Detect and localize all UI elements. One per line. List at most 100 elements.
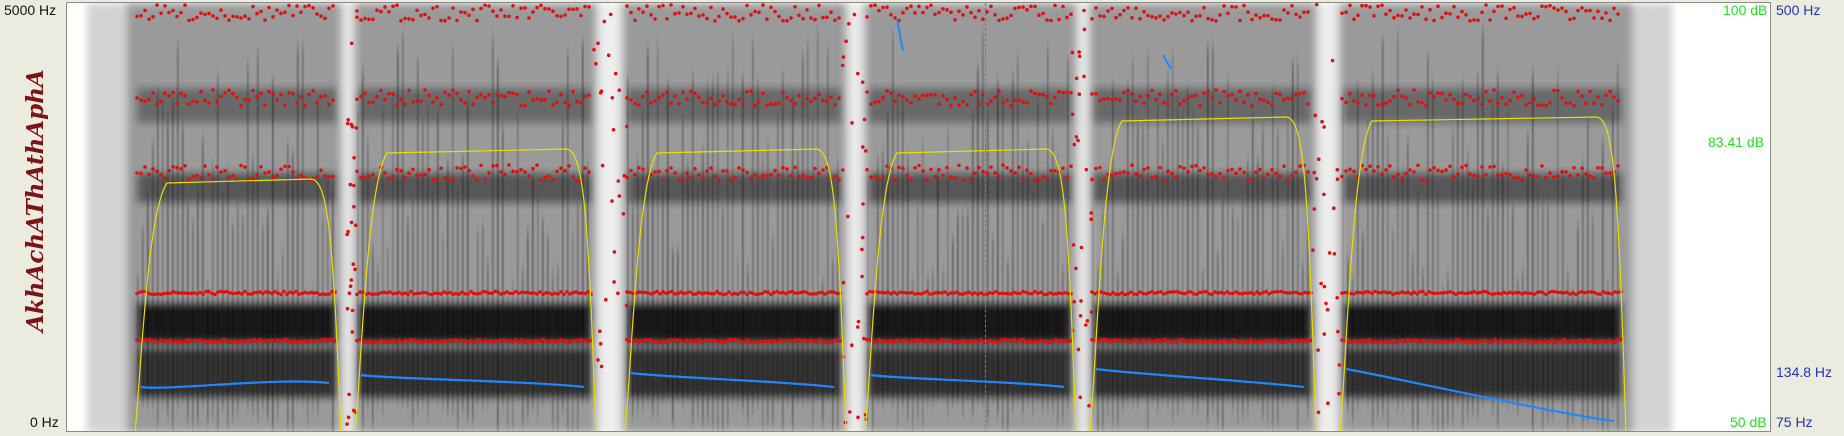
formant-dot (1502, 290, 1506, 295)
formant-dot (629, 10, 633, 15)
formant-dot (1464, 92, 1468, 97)
formant-dot (1162, 337, 1166, 342)
formant-dot (1589, 290, 1593, 294)
formant-dot (1061, 90, 1065, 95)
formant-dot (300, 291, 304, 296)
formant-dot (291, 91, 295, 96)
formant-dot (661, 339, 665, 344)
formant-dot (575, 99, 579, 104)
formant-dot (211, 14, 215, 18)
formant-dot (989, 99, 993, 104)
formant-dot (1412, 290, 1416, 295)
formant-dot (1408, 102, 1412, 107)
formant-dot (1556, 88, 1560, 93)
voicing-striation (1527, 136, 1529, 399)
voicing-striation (1052, 133, 1054, 411)
formant-dot (1586, 290, 1590, 294)
voicing-striation (1612, 108, 1614, 406)
formant-dot (1528, 101, 1532, 105)
formant-dot (1480, 165, 1484, 169)
voicing-striation (287, 142, 289, 428)
formant-dot (1216, 340, 1220, 345)
voicing-striation (1127, 85, 1129, 402)
formant-dot (555, 14, 559, 18)
voicing-striation (457, 190, 459, 427)
formant-dot (1424, 338, 1428, 343)
formant-dot (321, 292, 325, 296)
formant-dot (772, 290, 776, 295)
formant-dot (1607, 338, 1611, 343)
formant-dot (350, 125, 355, 129)
formant-dot (785, 19, 789, 23)
formant-dot (156, 340, 160, 345)
formant-dot (901, 290, 905, 295)
formant-dot (1012, 290, 1016, 295)
formant-dot (1041, 92, 1045, 97)
formant-dot (1391, 338, 1395, 343)
formant-dot (1428, 168, 1432, 172)
formant-dot (1456, 172, 1460, 176)
formant-dot (988, 338, 992, 343)
formant-dot (1376, 165, 1380, 169)
formant-dot (967, 290, 971, 295)
formant-dot (427, 292, 431, 296)
formant-dot (1037, 92, 1041, 97)
formant-dot (1306, 170, 1310, 174)
voicing-striation (232, 224, 234, 419)
formant-dot (869, 4, 873, 8)
formant-dot (259, 91, 263, 96)
spectrogram-panel[interactable] (66, 2, 1771, 432)
intensity-curve-segment (624, 148, 847, 431)
formant-dot (1560, 6, 1564, 10)
formant-dot (219, 339, 223, 343)
formant-dot (1496, 173, 1500, 177)
formant-dot (415, 173, 419, 178)
formant-dot (1042, 339, 1046, 344)
formant-dot (571, 290, 575, 295)
formant-dot (801, 16, 805, 21)
formant-dot (1512, 176, 1516, 180)
formant-dot (1526, 339, 1530, 344)
formant-dot (247, 17, 251, 21)
formant-dot (1159, 290, 1163, 294)
formant-dot (817, 3, 821, 8)
formant-dot (1186, 96, 1190, 100)
formant-dot (199, 89, 203, 94)
formant-dot (1074, 135, 1079, 139)
formant-dot (183, 339, 187, 344)
formant-dot (1380, 3, 1384, 8)
formant-dot (676, 291, 680, 296)
formant-dot (583, 94, 587, 99)
formant-dot (1126, 171, 1130, 175)
formant-dot (383, 5, 387, 9)
formant-dot (1516, 95, 1520, 100)
voicing-striation (952, 237, 954, 403)
formant-dot (223, 169, 227, 173)
formant-dot (682, 340, 686, 344)
voicing-striation (407, 219, 409, 404)
formant-dot (487, 4, 491, 8)
formant-dot (730, 338, 734, 342)
formant-dot (1267, 338, 1271, 343)
formant-dot (1017, 165, 1021, 170)
formant-dot (350, 330, 355, 334)
formant-dot (467, 89, 471, 94)
voicing-striation (267, 211, 269, 418)
formant-dot (1118, 98, 1122, 103)
time-cursor[interactable] (985, 3, 986, 431)
voicing-striation (642, 114, 644, 408)
formant-dot (1061, 166, 1065, 171)
voicing-striation (1197, 126, 1199, 411)
formant-dot (1330, 58, 1335, 63)
formant-dot (949, 175, 953, 179)
formant-dot (300, 339, 304, 344)
formant-dot (1332, 206, 1336, 210)
formant-dot (801, 173, 805, 178)
voicing-striation (992, 236, 994, 400)
formant-dot (495, 14, 499, 18)
formant-dot (505, 338, 509, 343)
formant-dot (1444, 98, 1448, 102)
formant-dot (909, 177, 913, 182)
formant-dot (1071, 243, 1076, 247)
formant-dot (227, 18, 231, 22)
